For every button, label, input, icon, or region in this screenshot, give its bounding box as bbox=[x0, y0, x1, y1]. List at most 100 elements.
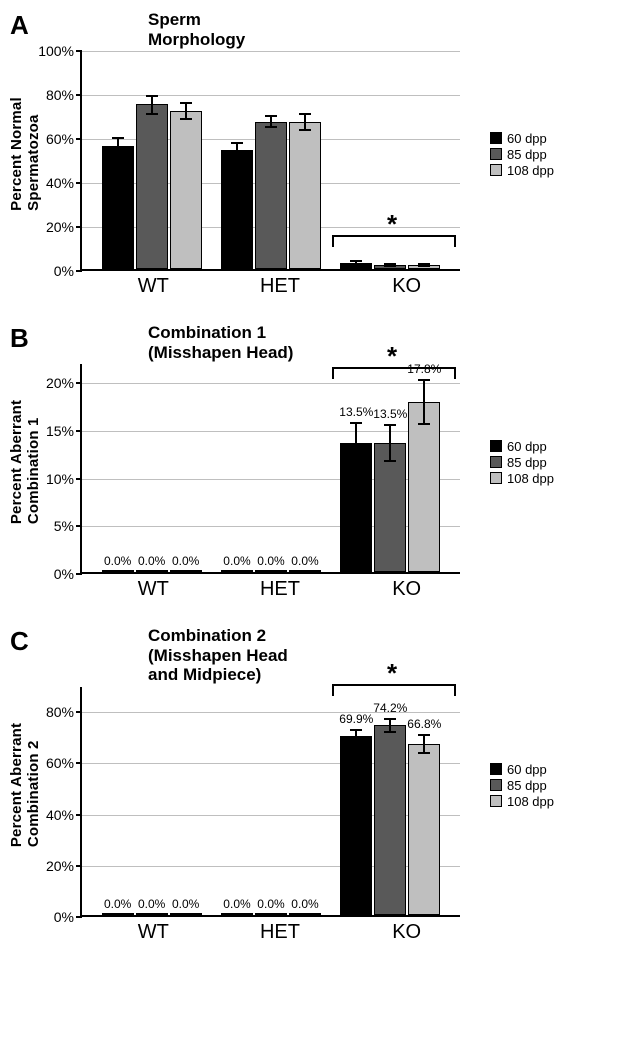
y-axis-label: Percent AberrantCombination 2 bbox=[8, 723, 42, 847]
legend-item: 108 dpp bbox=[490, 471, 554, 486]
value-label: 0.0% bbox=[138, 897, 165, 911]
chart-title: Combination 2(Misshapen Headand Midpiece… bbox=[148, 626, 480, 685]
bar bbox=[136, 913, 168, 915]
x-tick-label: HET bbox=[217, 578, 344, 601]
bar bbox=[221, 570, 253, 572]
value-label: 0.0% bbox=[172, 897, 199, 911]
legend-label: 85 dpp bbox=[507, 147, 547, 162]
x-tick-label: WT bbox=[90, 921, 217, 944]
bar bbox=[340, 736, 372, 915]
x-tick-label: KO bbox=[343, 578, 470, 601]
error-bar bbox=[423, 379, 425, 425]
legend-swatch bbox=[490, 440, 502, 452]
legend-swatch bbox=[490, 132, 502, 144]
value-label: 0.0% bbox=[257, 897, 284, 911]
legend-item: 85 dpp bbox=[490, 455, 554, 470]
bar bbox=[136, 570, 168, 572]
legend-label: 85 dpp bbox=[507, 455, 547, 470]
bar bbox=[374, 725, 406, 915]
legend-label: 108 dpp bbox=[507, 794, 554, 809]
legend-item: 60 dpp bbox=[490, 439, 554, 454]
legend-label: 60 dpp bbox=[507, 439, 547, 454]
panel-letter: B bbox=[10, 323, 29, 354]
value-label: 0.0% bbox=[223, 554, 250, 568]
bar-group: 0.0%0.0%0.0% bbox=[102, 913, 202, 915]
error-bar bbox=[185, 102, 187, 120]
legend-label: 60 dpp bbox=[507, 131, 547, 146]
bar-group: 69.9%74.2%66.8% bbox=[340, 725, 440, 915]
y-tick-label: 60% bbox=[46, 755, 74, 771]
y-tick-label: 0% bbox=[54, 263, 74, 279]
y-tick-label: 80% bbox=[46, 704, 74, 720]
error-bar bbox=[389, 424, 391, 462]
y-axis-label: Percent AberrantCombination 1 bbox=[8, 400, 42, 524]
bar-group bbox=[221, 122, 321, 269]
legend-swatch bbox=[490, 472, 502, 484]
error-bar bbox=[151, 95, 153, 115]
y-tick-label: 0% bbox=[54, 909, 74, 925]
value-label: 66.8% bbox=[407, 717, 441, 731]
error-bar bbox=[423, 263, 425, 267]
value-label: 0.0% bbox=[291, 554, 318, 568]
bar bbox=[255, 913, 287, 915]
bar bbox=[102, 146, 134, 269]
error-bar bbox=[355, 422, 357, 464]
y-tick-label: 100% bbox=[38, 43, 74, 59]
value-label: 13.5% bbox=[339, 405, 373, 419]
value-label: 0.0% bbox=[104, 897, 131, 911]
y-tick-label: 5% bbox=[54, 518, 74, 534]
x-tick-label: KO bbox=[343, 275, 470, 298]
bar bbox=[289, 570, 321, 572]
legend: 60 dpp85 dpp108 dpp bbox=[490, 761, 554, 810]
legend-swatch bbox=[490, 763, 502, 775]
y-axis-label: Percent NormalSpermatozoa bbox=[8, 97, 42, 211]
bar bbox=[221, 150, 253, 269]
error-bar bbox=[236, 142, 238, 160]
value-label: 0.0% bbox=[138, 554, 165, 568]
y-tick-label: 20% bbox=[46, 219, 74, 235]
legend-item: 85 dpp bbox=[490, 147, 554, 162]
x-tick-label: WT bbox=[90, 578, 217, 601]
legend-label: 108 dpp bbox=[507, 163, 554, 178]
x-tick-label: WT bbox=[90, 275, 217, 298]
plot-area: 0%20%40%60%80%0.0%0.0%0.0%0.0%0.0%0.0%69… bbox=[80, 687, 460, 917]
value-label: 0.0% bbox=[291, 897, 318, 911]
bar bbox=[170, 570, 202, 572]
chart-title: SpermMorphology bbox=[148, 10, 480, 49]
legend: 60 dpp85 dpp108 dpp bbox=[490, 130, 554, 179]
value-label: 0.0% bbox=[257, 554, 284, 568]
value-label: 0.0% bbox=[104, 554, 131, 568]
legend-swatch bbox=[490, 164, 502, 176]
x-tick-label: HET bbox=[217, 275, 344, 298]
error-bar bbox=[355, 260, 357, 264]
x-tick-label: KO bbox=[343, 921, 470, 944]
y-tick-label: 0% bbox=[54, 566, 74, 582]
bar bbox=[221, 913, 253, 915]
x-tick-label: HET bbox=[217, 921, 344, 944]
bar bbox=[289, 913, 321, 915]
legend-label: 108 dpp bbox=[507, 471, 554, 486]
bar bbox=[408, 744, 440, 915]
y-tick-label: 40% bbox=[46, 175, 74, 191]
error-bar bbox=[389, 263, 391, 267]
panel-A: APercent NormalSpermatozoaSpermMorpholog… bbox=[10, 10, 610, 298]
legend-item: 60 dpp bbox=[490, 131, 554, 146]
figure-root: APercent NormalSpermatozoaSpermMorpholog… bbox=[10, 10, 610, 944]
value-label: 69.9% bbox=[339, 712, 373, 726]
bar-group: 0.0%0.0%0.0% bbox=[221, 570, 321, 572]
legend: 60 dpp85 dpp108 dpp bbox=[490, 438, 554, 487]
error-bar bbox=[355, 729, 357, 744]
legend-label: 60 dpp bbox=[507, 762, 547, 777]
bar-group: 13.5%13.5%17.8% bbox=[340, 402, 440, 572]
legend-item: 108 dpp bbox=[490, 163, 554, 178]
bar-group: 0.0%0.0%0.0% bbox=[102, 570, 202, 572]
panel-letter: C bbox=[10, 626, 29, 657]
legend-swatch bbox=[490, 456, 502, 468]
bar bbox=[289, 122, 321, 269]
error-bar bbox=[423, 734, 425, 754]
bar-group bbox=[340, 263, 440, 270]
error-bar bbox=[389, 718, 391, 733]
value-label: 74.2% bbox=[373, 701, 407, 715]
legend-swatch bbox=[490, 795, 502, 807]
error-bar bbox=[117, 137, 119, 155]
